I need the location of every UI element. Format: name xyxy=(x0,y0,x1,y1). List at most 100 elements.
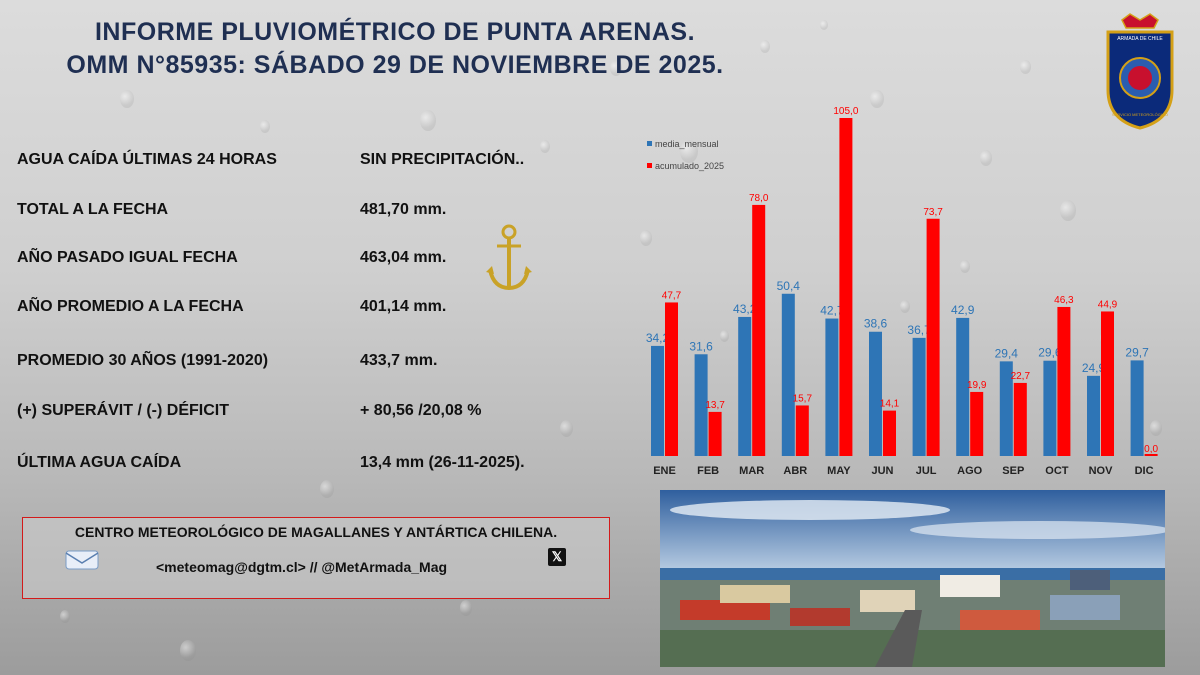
data-label-acumulado_2025-ene: 47,7 xyxy=(662,290,682,301)
crest-bottom-text: SERVICIO METEOROLÓGICO xyxy=(1112,112,1168,117)
stat-label: AGUA CAÍDA ÚLTIMAS 24 HORAS xyxy=(17,151,277,168)
stat-value: + 80,56 /20,08 % xyxy=(360,402,482,419)
contact-box: CENTRO METEOROLÓGICO DE MAGALLANES Y ANT… xyxy=(22,517,610,599)
anchor-icon xyxy=(486,224,532,291)
data-label-media_mensual-sep: 29,4 xyxy=(995,346,1019,360)
bar-media_mensual-jul xyxy=(912,337,926,456)
x-tick-label: MAR xyxy=(739,465,764,477)
bar-acumulado_2025-oct xyxy=(1057,306,1071,456)
data-label-acumulado_2025-may: 105,0 xyxy=(833,106,858,117)
rain-drop xyxy=(540,140,550,153)
data-label-media_mensual-mar: 43,2 xyxy=(733,302,757,316)
bar-media_mensual-feb xyxy=(694,354,708,456)
rain-drop xyxy=(1150,420,1162,436)
report-subtitle: OMM N°85935: SÁBADO 29 DE NOVIEMBRE DE 2… xyxy=(66,51,724,79)
bar-acumulado_2025-sep xyxy=(1013,382,1027,456)
stat-label: (+) SUPERÁVIT / (-) DÉFICIT xyxy=(17,402,229,419)
rain-drop xyxy=(260,120,270,133)
data-label-media_mensual-dic: 29,7 xyxy=(1125,345,1149,359)
rain-drop xyxy=(120,90,134,109)
data-label-acumulado_2025-jul: 73,7 xyxy=(923,207,943,218)
bar-media_mensual-dic xyxy=(1130,360,1144,456)
bar-acumulado_2025-ene xyxy=(665,302,678,456)
rain-drop xyxy=(420,110,436,131)
data-label-acumulado_2025-mar: 78,0 xyxy=(749,193,769,204)
x-tick-label: OCT xyxy=(1045,465,1069,477)
stat-value: 433,7 mm. xyxy=(360,352,438,369)
rain-drop xyxy=(180,640,196,661)
rain-drop xyxy=(640,230,652,246)
data-label-acumulado_2025-nov: 44,9 xyxy=(1098,299,1118,310)
x-tick-label: ENE xyxy=(653,465,676,477)
legend-swatch-media xyxy=(647,141,652,146)
stat-label: AÑO PROMEDIO A LA FECHA xyxy=(17,298,244,315)
bar-acumulado_2025-jul xyxy=(926,218,940,456)
x-tick-label: JUL xyxy=(916,465,937,477)
data-label-media_mensual-ene: 34,2 xyxy=(646,331,670,345)
x-tick-label: JUN xyxy=(871,465,893,477)
report-title: INFORME PLUVIOMÉTRICO DE PUNTA ARENAS. xyxy=(94,18,696,46)
email-icon xyxy=(65,550,99,570)
stat-label: TOTAL A LA FECHA xyxy=(17,201,169,218)
data-label-media_mensual-jun: 38,6 xyxy=(864,317,888,331)
x-tick-label: ABR xyxy=(783,465,807,477)
data-label-media_mensual-ago: 42,9 xyxy=(951,303,975,317)
stat-value: 13,4 mm (26-11-2025). xyxy=(360,454,525,471)
bar-media_mensual-oct xyxy=(1043,360,1057,456)
x-tick-label: AGO xyxy=(957,465,983,477)
rain-drop xyxy=(720,330,729,342)
rain-drop xyxy=(380,300,389,312)
contact-email-handle[interactable]: <meteomag@dgtm.cl> // @MetArmada_Mag xyxy=(156,559,448,575)
bars-group: 34,2 47,7 ENE 31,6 13,7 FEB 43,2 78,0 MAR 50,4 15,… xyxy=(646,106,1159,477)
data-label-media_mensual-oct: 29,6 xyxy=(1038,346,1062,360)
stat-value: SIN PRECIPITACIÓN.. xyxy=(360,151,525,168)
chart-legend: media_mensual acumulado_2025 xyxy=(647,139,724,171)
rain-drop xyxy=(760,40,770,53)
rain-drop xyxy=(320,480,334,499)
rain-drop xyxy=(60,610,70,623)
legend-label-acumulado: acumulado_2025 xyxy=(655,161,724,171)
data-label-media_mensual-abr: 50,4 xyxy=(777,279,801,293)
x-tick-label: NOV xyxy=(1089,465,1114,477)
bar-acumulado_2025-mar xyxy=(752,204,766,456)
data-label-acumulado_2025-abr: 15,7 xyxy=(793,393,813,404)
data-label-media_mensual-nov: 24,9 xyxy=(1082,361,1106,375)
legend-swatch-acumulado xyxy=(647,163,652,168)
bar-acumulado_2025-dic xyxy=(1144,454,1158,456)
crest-top-text: ARMADA DE CHILE xyxy=(1117,36,1163,42)
data-label-acumulado_2025-ago: 19,9 xyxy=(967,380,987,391)
rain-drop xyxy=(560,420,573,437)
x-logo-icon[interactable]: 𝕏 xyxy=(548,548,566,566)
rain-drop xyxy=(610,60,622,76)
rain-drop xyxy=(1020,60,1031,75)
stat-label: ÚLTIMA AGUA CAÍDA xyxy=(17,454,182,471)
data-label-acumulado_2025-jun: 14,1 xyxy=(880,399,900,410)
rain-drop xyxy=(460,600,472,616)
data-label-media_mensual-jul: 36,7 xyxy=(907,323,931,337)
stat-label: AÑO PASADO IGUAL FECHA xyxy=(17,249,238,266)
bar-media_mensual-ago xyxy=(956,317,970,456)
city-photo xyxy=(660,490,1165,667)
bar-media_mensual-may xyxy=(825,318,839,456)
rain-drop xyxy=(900,300,910,313)
data-label-acumulado_2025-oct: 46,3 xyxy=(1054,295,1074,306)
rain-drop xyxy=(1060,200,1076,221)
bar-media_mensual-sep xyxy=(999,361,1013,456)
x-tick-label: SEP xyxy=(1002,465,1024,477)
x-tick-label: FEB xyxy=(697,465,719,477)
bar-media_mensual-jun xyxy=(869,331,882,456)
stat-value: 481,70 mm. xyxy=(360,201,447,218)
bar-media_mensual-abr xyxy=(781,293,795,456)
bar-acumulado_2025-feb xyxy=(708,411,722,456)
bar-media_mensual-mar xyxy=(738,316,752,456)
bar-media_mensual-nov xyxy=(1087,375,1100,456)
data-label-acumulado_2025-dic: 0,0 xyxy=(1144,444,1158,455)
rain-drop xyxy=(870,90,884,109)
rain-drop xyxy=(980,150,992,166)
legend-label-media: media_mensual xyxy=(655,139,719,149)
bar-acumulado_2025-abr xyxy=(795,405,809,456)
navy-crest-logo: ARMADA DE CHILE SERVICIO METEOROLÓGICO xyxy=(1106,13,1174,130)
data-label-media_mensual-may: 42,7 xyxy=(820,304,844,318)
bar-acumulado_2025-nov xyxy=(1101,311,1114,456)
data-label-acumulado_2025-feb: 13,7 xyxy=(705,400,725,411)
